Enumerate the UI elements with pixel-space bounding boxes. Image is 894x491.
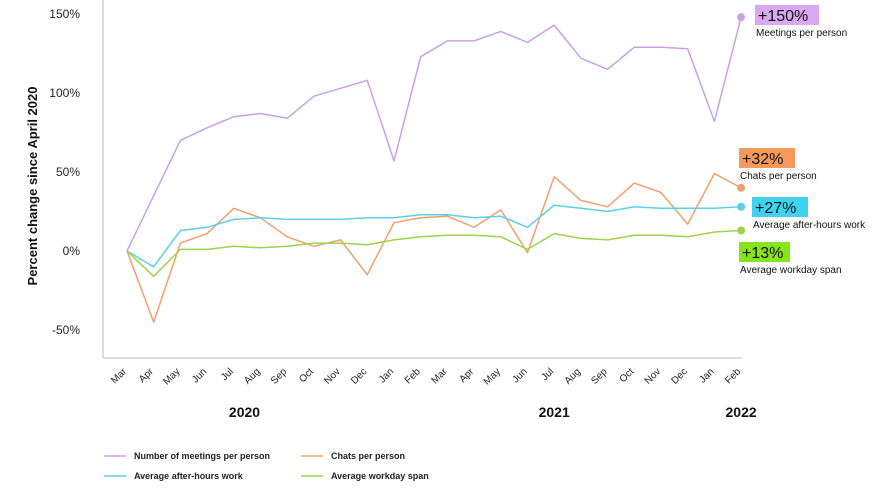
x-tick-label: Aug <box>563 366 583 386</box>
x-tick-label: Oct <box>618 366 637 385</box>
series-end-point <box>737 183 746 192</box>
x-tick-label: Nov <box>322 366 342 386</box>
x-tick-label: Apr <box>457 366 476 385</box>
x-tick-label: Feb <box>723 366 743 386</box>
series-end-point <box>737 202 746 211</box>
value-badge <box>755 5 819 25</box>
x-ticks: Mar Apr May Jun Jul Aug Sep Oct Nov Dec Jan Feb Mar A… <box>109 366 743 388</box>
value-badge <box>752 197 808 217</box>
x-tick-label: Oct <box>297 366 316 385</box>
x-tick-label: Jun <box>190 366 209 385</box>
x-tick-label: Nov <box>643 366 663 386</box>
x-tick-label: Dec <box>669 366 689 386</box>
x-tick-label: Mar <box>109 366 129 386</box>
series-end-label: Chats per person <box>740 171 817 182</box>
series-line <box>126 17 742 252</box>
series-end-point <box>737 13 746 22</box>
value-badge-label: +150% <box>758 8 808 25</box>
series-lines <box>126 17 742 323</box>
x-tick-label: Aug <box>242 366 262 386</box>
x-tick-label: Dec <box>349 366 369 386</box>
x-tick-label: May <box>161 366 182 387</box>
year-label: 2022 <box>726 404 757 420</box>
y-tick-label: 0% <box>63 244 81 258</box>
x-tick-label: Sep <box>589 366 610 387</box>
value-badge-label: +13% <box>742 245 783 262</box>
legend-label: Average workday span <box>331 471 429 481</box>
x-tick-label: Jun <box>510 366 529 385</box>
axes <box>102 0 742 359</box>
y-tick-label: 100% <box>49 86 80 100</box>
series-end-point <box>737 226 746 235</box>
x-tick-label: Sep <box>269 366 290 387</box>
legend: Number of meetings per person Chats per p… <box>104 451 429 481</box>
y-tick-label: 150% <box>49 7 80 21</box>
series-line <box>126 229 742 278</box>
x-tick-label: Apr <box>137 366 156 385</box>
x-tick-label: Feb <box>403 366 423 386</box>
x-tick-label: Jan <box>697 366 716 385</box>
value-badge-label: +32% <box>742 151 783 168</box>
year-labels: 2020 2021 2022 <box>229 404 757 420</box>
series-line <box>126 204 742 268</box>
legend-label: Average after-hours work <box>134 471 244 481</box>
legend-label: Number of meetings per person <box>134 451 270 461</box>
x-tick-label: May <box>482 366 503 387</box>
y-ticks: 150% 100% 50% 0% -50% <box>49 7 80 337</box>
series-end-label: Meetings per person <box>756 28 847 39</box>
end-badges: +150% Meetings per person +32% Chats per pe… <box>739 5 866 276</box>
y-tick-label: -50% <box>52 323 80 337</box>
series-end-label: Average workday span <box>740 265 842 276</box>
x-tick-label: Jan <box>377 366 396 385</box>
x-tick-label: Jul <box>219 366 236 383</box>
series-line <box>126 172 742 323</box>
end-markers <box>737 13 746 235</box>
year-label: 2020 <box>229 404 260 420</box>
value-badge-label: +27% <box>755 200 796 217</box>
x-tick-label: Mar <box>430 366 450 386</box>
y-tick-label: 50% <box>56 165 80 179</box>
value-badge <box>739 242 790 262</box>
legend-label: Chats per person <box>331 451 405 461</box>
value-badge <box>739 148 795 168</box>
series-end-label: Average after-hours work <box>753 220 866 231</box>
year-label: 2021 <box>539 404 570 420</box>
x-tick-label: Jul <box>539 366 556 383</box>
y-axis-label: Percent change since April 2020 <box>25 87 40 286</box>
